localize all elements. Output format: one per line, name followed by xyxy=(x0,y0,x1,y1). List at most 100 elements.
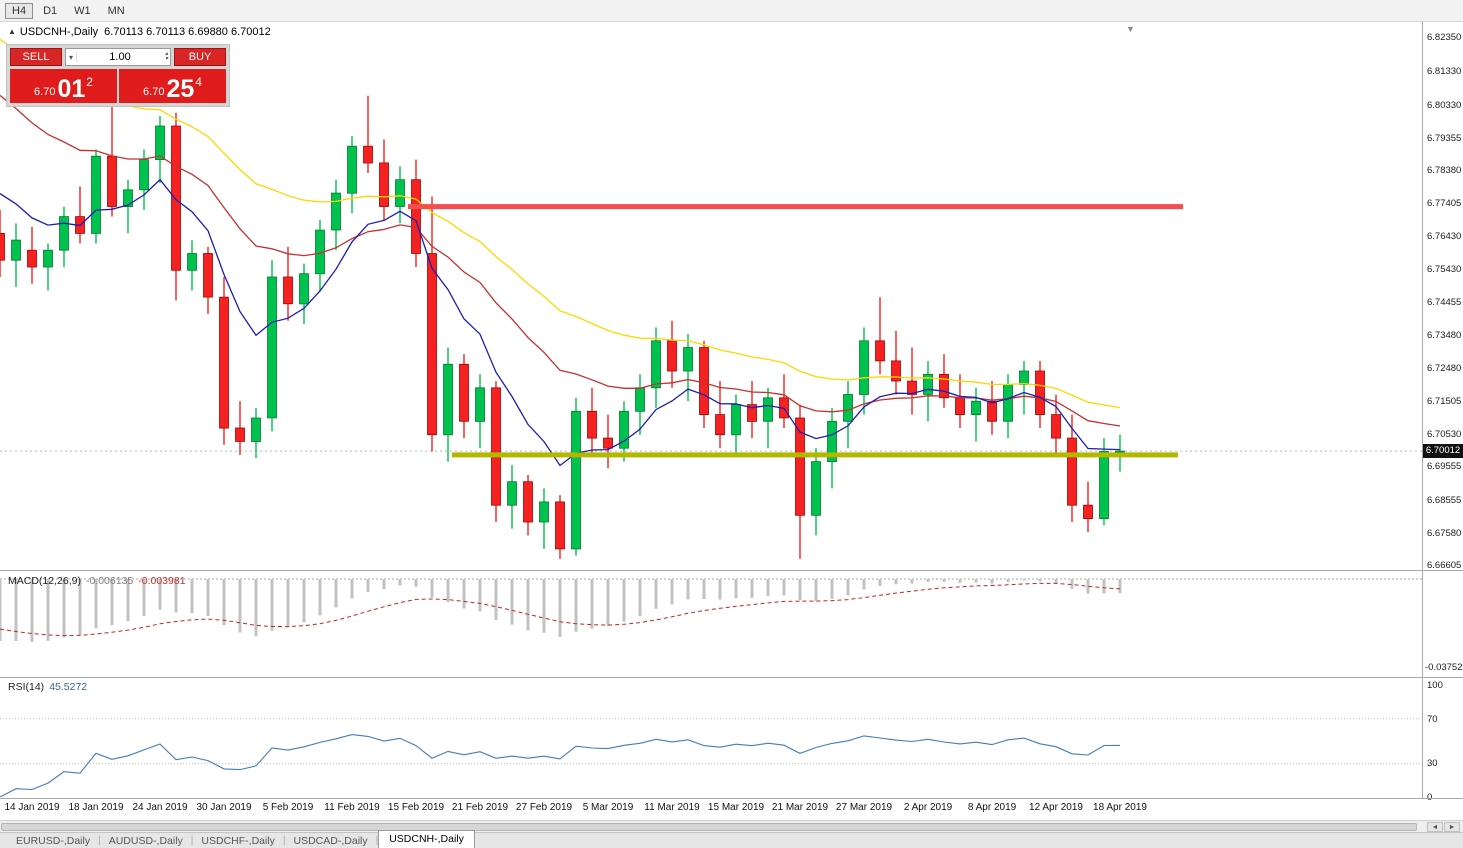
one-click-collapse-icon[interactable]: ▲ xyxy=(8,27,16,36)
rsi-axis-label: 0 xyxy=(1427,792,1432,803)
price-axis-label: 6.77405 xyxy=(1427,198,1462,209)
resistance-line[interactable] xyxy=(408,204,1183,210)
macd-panel[interactable]: MACD(12,26,9) -0.006135 -0.003981 xyxy=(0,572,1422,676)
rsi-line xyxy=(0,734,1121,797)
date-axis-label: 21 Feb 2019 xyxy=(451,802,509,813)
candle xyxy=(891,360,901,382)
panel-splitter[interactable] xyxy=(0,677,1463,678)
candle xyxy=(1083,504,1093,520)
date-axis-label: 2 Apr 2019 xyxy=(903,802,953,813)
rsi-panel[interactable]: RSI(14) 45.5272 xyxy=(0,678,1422,797)
candle xyxy=(619,410,629,449)
panel-splitter[interactable] xyxy=(0,570,1463,571)
trade-controls-row: SELL ▾ ▴ ▾ BUY xyxy=(10,48,226,66)
scroll-right-button[interactable]: ► xyxy=(1444,822,1460,832)
candle xyxy=(683,347,693,372)
macd-axis-label: -0.03752 xyxy=(1425,662,1463,673)
candle xyxy=(459,363,469,422)
candle xyxy=(571,410,581,550)
candle xyxy=(843,394,853,422)
chart-tab-usdchf[interactable]: USDCHF-,Daily xyxy=(201,834,275,847)
price-axis-label: 6.81330 xyxy=(1427,66,1462,77)
candle xyxy=(923,373,933,395)
ma-mid-line xyxy=(0,94,1121,427)
candle xyxy=(139,159,149,191)
candle xyxy=(0,232,5,261)
candle xyxy=(107,155,117,207)
candle xyxy=(971,400,981,416)
candle xyxy=(811,461,821,516)
candle xyxy=(651,340,661,389)
candle xyxy=(187,253,197,271)
candle xyxy=(1051,414,1061,439)
support-line[interactable] xyxy=(452,452,1178,458)
price-chart-area[interactable]: ▲ USDCNH-,Daily 6.70113 6.70113 6.69880 6.… xyxy=(0,22,1422,570)
date-axis: 14 Jan 2019 18 Jan 2019 24 Jan 2019 30 Jan … xyxy=(0,799,1422,819)
rsi-axis-label: 70 xyxy=(1427,714,1438,725)
macd-label: MACD(12,26,9) -0.006135 -0.003981 xyxy=(8,575,186,587)
candle xyxy=(955,397,965,415)
candle xyxy=(539,501,549,523)
candle xyxy=(155,125,165,160)
macd-signal-line xyxy=(0,582,1121,637)
trade-price-tiles: 6.70 01 2 6.70 25 4 xyxy=(10,69,226,103)
sell-button[interactable]: SELL xyxy=(10,48,62,66)
timeframe-button-h4[interactable]: H4 xyxy=(5,2,34,19)
spinner-up-icon[interactable]: ▴ xyxy=(164,51,168,57)
chart-tab-usdcnh[interactable]: USDCNH-,Daily xyxy=(378,829,475,848)
price-axis-label: 6.75430 xyxy=(1427,264,1462,275)
sell-price-point: 2 xyxy=(86,75,93,89)
date-axis-label: 5 Mar 2019 xyxy=(582,802,634,813)
price-axis-label: 6.82350 xyxy=(1427,32,1462,43)
scrollbar-thumb[interactable] xyxy=(1,823,1417,831)
candle xyxy=(123,189,133,208)
timeframe-button-d1[interactable]: D1 xyxy=(43,4,58,17)
chart-shift-marker-icon[interactable]: ▼ xyxy=(1126,24,1135,34)
volume-dropdown-icon[interactable]: ▾ xyxy=(66,52,78,62)
panel-splitter[interactable] xyxy=(0,798,1463,799)
date-axis-label: 12 Apr 2019 xyxy=(1029,802,1083,813)
candle xyxy=(763,397,773,422)
chart-tab-audusd[interactable]: AUDUSD-,Daily xyxy=(108,834,183,847)
candle xyxy=(59,216,69,251)
ma-slow-line xyxy=(0,38,1121,409)
candle xyxy=(587,410,597,439)
candle xyxy=(11,239,21,261)
buy-price-pips: 25 xyxy=(166,75,195,103)
chart-symbol-label: USDCNH-,Daily xyxy=(19,26,99,38)
horizontal-scrollbar[interactable]: ◄ ► xyxy=(0,820,1463,832)
chart-tabbar: EURUSD-,Daily | AUDUSD-,Daily | USDCHF-,Dail… xyxy=(0,829,1463,848)
candle xyxy=(715,414,725,436)
volume-input[interactable] xyxy=(77,51,163,63)
price-axis-label: 6.67580 xyxy=(1427,528,1462,539)
scroll-left-button[interactable]: ◄ xyxy=(1427,822,1443,832)
timeframe-toolbar: H4 D1 W1 MN xyxy=(0,0,1463,22)
buy-price-base: 6.70 xyxy=(143,86,165,98)
chart-tab-usdcad[interactable]: USDCAD-,Daily xyxy=(293,834,368,847)
candle xyxy=(795,417,805,516)
date-axis-label: 24 Jan 2019 xyxy=(132,802,188,813)
candle xyxy=(987,400,997,422)
volume-spinner[interactable]: ▴ ▾ xyxy=(163,51,170,62)
date-axis-label: 14 Jan 2019 xyxy=(4,802,60,813)
chart-tab-eurusd[interactable]: EURUSD-,Daily xyxy=(16,834,91,847)
chart-header: ▲ USDCNH-,Daily 6.70113 6.70113 6.69880 6.… xyxy=(8,26,271,38)
buy-price-tile[interactable]: 6.70 25 4 xyxy=(119,69,226,103)
candle xyxy=(251,417,261,442)
candle xyxy=(875,340,885,362)
date-axis-label: 27 Feb 2019 xyxy=(515,802,573,813)
volume-field[interactable]: ▾ ▴ ▾ xyxy=(65,48,171,66)
macd-name: MACD(12,26,9) xyxy=(8,575,81,587)
price-axis-label: 6.80330 xyxy=(1427,100,1462,111)
candle xyxy=(411,179,421,254)
buy-button[interactable]: BUY xyxy=(174,48,226,66)
timeframe-button-w1[interactable]: W1 xyxy=(74,4,91,17)
timeframe-button-mn[interactable]: MN xyxy=(107,4,125,17)
candle xyxy=(43,249,53,268)
sell-price-tile[interactable]: 6.70 01 2 xyxy=(10,69,117,103)
rsi-axis-label: 100 xyxy=(1427,680,1443,691)
spinner-down-icon[interactable]: ▾ xyxy=(164,56,168,62)
candlestick-chart[interactable] xyxy=(0,22,1422,570)
date-axis-label: 27 Mar 2019 xyxy=(835,802,893,813)
price-axis: 6.82350 6.81330 6.80330 6.79355 6.78380 6.774… xyxy=(1425,22,1463,571)
